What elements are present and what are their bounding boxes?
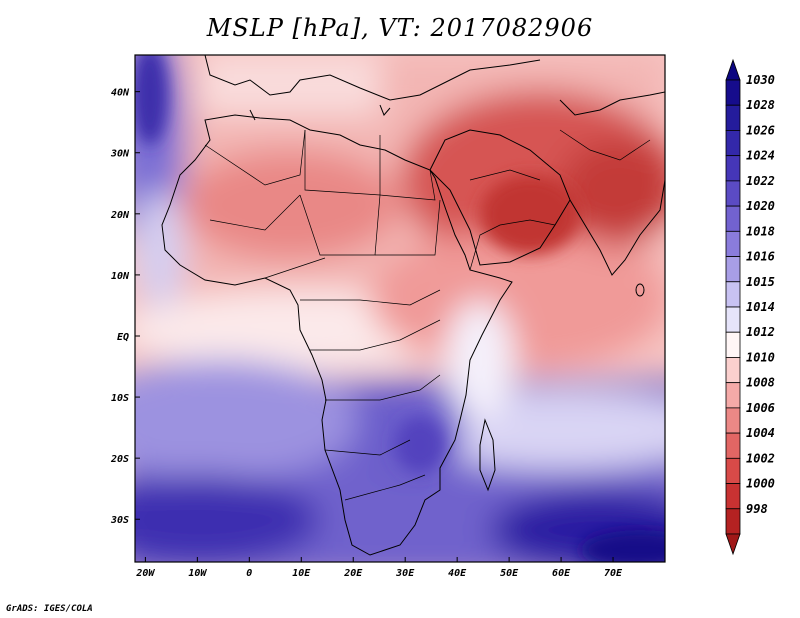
x-tick-label: 20W	[135, 568, 155, 579]
coastlines	[161, 55, 665, 556]
x-axis-ticks: 20W 10W 0 10E 20E 30E 40E 50E 60E 70E	[135, 557, 623, 579]
colorbar-swatch	[725, 483, 741, 510]
colorbar-label: 1018	[746, 224, 775, 238]
x-tick-label: 10W	[188, 568, 207, 579]
y-tick-label: 30S	[110, 515, 129, 526]
colorbar-swatch	[725, 357, 741, 384]
colorbar-label: 1002	[746, 451, 775, 465]
colorbar-label: 1004	[746, 426, 775, 440]
x-tick-label: 10E	[292, 568, 311, 579]
y-tick-label: EQ	[117, 332, 129, 343]
x-tick-label: 70E	[604, 568, 623, 579]
y-tick-label: 30N	[110, 149, 130, 160]
x-tick-label: 50E	[500, 568, 519, 579]
colorbar-swatch	[725, 508, 741, 535]
colorbar-label: 1015	[746, 275, 775, 289]
colorbar-swatch	[725, 79, 741, 106]
colorbar-swatch	[725, 104, 741, 131]
colorbar-swatch	[725, 407, 741, 434]
colorbar-swatch	[725, 256, 741, 283]
colorbar-label: 1008	[746, 376, 775, 390]
colorbar-label: 1010	[746, 350, 775, 364]
colorbar-swatch	[725, 205, 741, 232]
y-tick-label: 10S	[111, 393, 129, 404]
colorbar-swatch	[725, 281, 741, 308]
colorbar-label: 1016	[746, 250, 775, 264]
colorbar-swatch	[725, 306, 741, 333]
colorbar-swatch	[725, 331, 741, 358]
x-tick-label: 0	[246, 568, 252, 579]
colorbar-bottom-arrow	[725, 533, 741, 556]
colorbar-label: 1030	[746, 73, 775, 87]
colorbar-top-arrow	[725, 58, 741, 81]
y-axis-ticks: 40N 30N 20N 10N EQ 10S 20S 30S	[110, 88, 140, 526]
colorbar-swatch	[725, 457, 741, 484]
y-tick-label: 40N	[111, 88, 130, 99]
grads-credit: GrADS: IGES/COLA	[6, 604, 93, 614]
colorbar-label: 1022	[746, 174, 775, 188]
x-tick-label: 60E	[552, 568, 571, 579]
colorbar-swatch	[725, 180, 741, 207]
colorbar-swatch	[725, 230, 741, 257]
map-title: MSLP [hPa], VT: 2017082906	[206, 14, 594, 42]
map-frame	[134, 54, 666, 563]
colorbar: 1030 1028 1026 1024 1022 1020 1018 1016 1015 1014…	[725, 58, 775, 556]
colorbar-label: 1000	[746, 477, 775, 491]
colorbar-label: 1024	[746, 149, 775, 163]
colorbar-label: 1006	[746, 401, 775, 415]
colorbar-label: 1028	[746, 98, 775, 112]
x-tick-label: 40E	[448, 568, 467, 579]
x-tick-label: 30E	[395, 568, 415, 579]
y-tick-label: 20N	[110, 210, 130, 221]
colorbar-swatch	[725, 155, 741, 182]
colorbar-label: 1014	[746, 300, 775, 314]
colorbar-swatch	[725, 432, 741, 459]
colorbar-swatch	[725, 382, 741, 409]
colorbar-label: 1026	[746, 123, 775, 137]
colorbar-label: 1012	[746, 325, 775, 339]
colorbar-label: 998	[746, 502, 768, 516]
colorbar-label: 1020	[746, 199, 775, 213]
y-tick-label: 20S	[110, 454, 129, 465]
country-borders	[204, 129, 651, 501]
y-tick-label: 10N	[111, 271, 130, 282]
x-tick-label: 20E	[343, 568, 363, 579]
colorbar-swatch	[725, 130, 741, 157]
pressure-field	[135, 55, 665, 562]
